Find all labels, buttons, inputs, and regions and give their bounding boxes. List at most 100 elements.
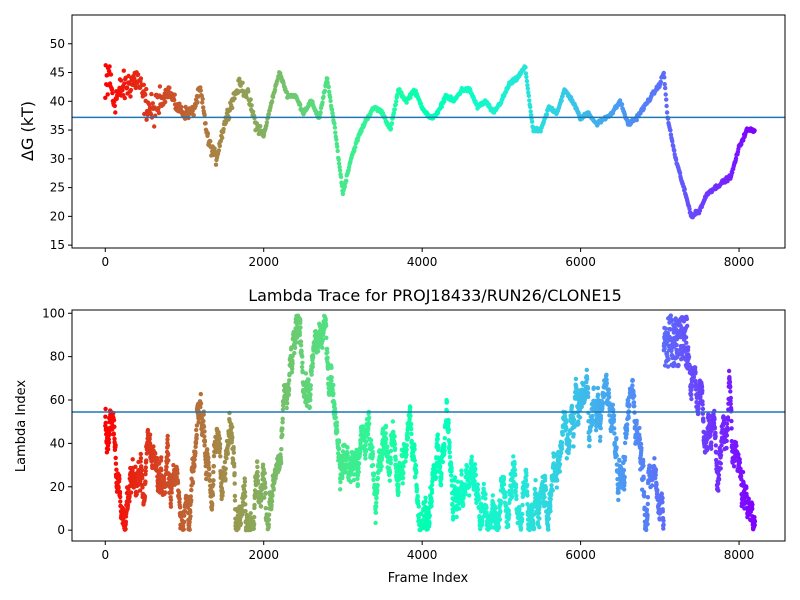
lambda-point <box>446 420 451 426</box>
delta-g-point <box>124 85 130 90</box>
lambda-point <box>147 436 152 442</box>
lambda-point <box>131 485 136 490</box>
lambda-point <box>142 494 148 499</box>
lambda-point <box>324 335 329 340</box>
delta-g-point <box>318 110 323 115</box>
lambda-point <box>229 430 234 436</box>
delta-g-point <box>237 76 242 82</box>
lambda-point <box>298 343 304 348</box>
lambda-point <box>220 493 225 498</box>
delta-g-point <box>264 120 270 125</box>
lambda-point <box>655 487 660 493</box>
lambda-point <box>472 462 478 467</box>
lambda-point <box>606 394 612 399</box>
lambda-point <box>138 459 143 464</box>
lambda-point <box>140 475 145 481</box>
delta-g-point <box>156 110 162 116</box>
lambda-point <box>182 519 187 525</box>
delta-g-x-tick-label: 8000 <box>724 255 755 269</box>
lambda-point <box>298 318 303 323</box>
lambda-point <box>546 516 551 521</box>
lambda-point <box>211 453 217 459</box>
lambda-point <box>375 475 380 481</box>
delta-g-point <box>122 81 127 86</box>
delta-g-axes-frame <box>71 14 786 249</box>
lambda-point <box>260 462 266 467</box>
lambda-point <box>161 477 167 482</box>
delta-g-point <box>221 126 226 132</box>
lambda-point <box>459 472 464 477</box>
lambda-point <box>290 366 295 372</box>
lambda-point <box>614 436 619 441</box>
lambda-point <box>292 345 298 350</box>
lambda-point <box>476 497 482 502</box>
delta-g-point <box>662 75 667 80</box>
lambda-point <box>571 444 576 449</box>
delta-g-y-tick-label: 40 <box>50 94 65 108</box>
lambda-point <box>622 455 628 460</box>
lambda-point <box>123 519 129 524</box>
lambda-point <box>286 386 292 391</box>
delta-g-point <box>298 102 303 108</box>
delta-g-point <box>353 144 358 150</box>
lambda-point <box>103 420 108 426</box>
lambda-point <box>320 345 325 350</box>
lambda-point <box>513 485 519 490</box>
lambda-point <box>498 498 503 504</box>
lambda-point <box>593 428 599 433</box>
delta-g-point <box>663 85 668 91</box>
delta-g-point <box>672 148 677 153</box>
lambda-point <box>634 418 639 423</box>
lambda-point <box>584 376 590 382</box>
lambda-point <box>117 476 122 481</box>
delta-g-y-axis-label: ΔG (kT) <box>18 101 37 161</box>
lambda-point <box>368 438 374 443</box>
lambda-point <box>232 481 237 486</box>
delta-g-point <box>203 121 208 126</box>
delta-g-point <box>246 89 251 94</box>
delta-g-point <box>336 157 341 162</box>
lambda-point <box>614 445 619 450</box>
delta-g-point <box>327 89 332 95</box>
lambda-point <box>392 441 397 447</box>
lambda-point <box>297 330 302 335</box>
delta-g-point <box>752 128 757 133</box>
delta-g-point <box>249 103 254 108</box>
lambda-point <box>437 463 443 469</box>
lambda-point <box>481 481 486 487</box>
lambda-point <box>193 440 199 445</box>
delta-g-x-tick-label: 4000 <box>407 255 438 269</box>
lambda-point <box>338 487 343 492</box>
lambda-point <box>290 361 295 366</box>
delta-g-point <box>663 92 668 97</box>
lambda-point <box>127 499 132 504</box>
lambda-point <box>520 511 525 517</box>
lambda-point <box>429 503 434 509</box>
delta-g-point <box>144 86 149 92</box>
delta-g-point <box>113 110 118 115</box>
delta-g-point <box>138 76 144 81</box>
lambda-point <box>577 415 583 420</box>
lambda-point <box>638 441 644 447</box>
lambda-point <box>375 482 380 488</box>
delta-g-point <box>529 113 534 118</box>
lambda-point <box>393 457 398 462</box>
delta-g-point <box>195 100 200 105</box>
lambda-point <box>414 486 420 491</box>
delta-g-point <box>198 88 203 93</box>
lambda-point <box>181 527 186 532</box>
delta-g-point <box>342 184 347 189</box>
lambda-point <box>140 485 145 490</box>
lambda-point <box>143 479 148 484</box>
lambda-point <box>442 448 447 453</box>
lambda-point <box>308 397 313 403</box>
lambda-point <box>388 448 394 454</box>
delta-g-point <box>336 161 342 166</box>
lambda-point <box>625 422 630 427</box>
lambda-point <box>554 485 559 490</box>
lambda-point <box>280 432 285 437</box>
delta-g-point <box>391 110 396 116</box>
lambda-point <box>501 476 507 482</box>
lambda-point <box>555 478 560 483</box>
lambda-point <box>653 472 658 477</box>
